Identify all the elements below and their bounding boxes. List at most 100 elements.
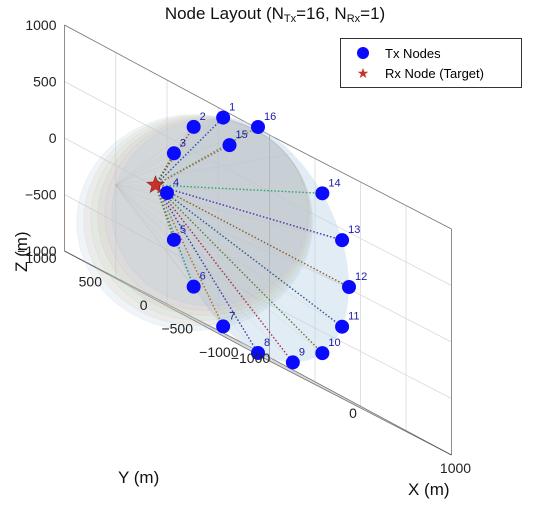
tx-node-label: 2	[200, 111, 206, 123]
tx-node-label: 8	[264, 337, 270, 349]
mesh-line	[115, 184, 195, 287]
x-tick-label: 0	[349, 405, 357, 421]
link-line	[155, 126, 259, 186]
mesh-line	[115, 153, 293, 186]
tx-marker-icon	[357, 47, 369, 59]
tx-node-label: 14	[328, 177, 340, 189]
tx-node-label: 16	[264, 111, 276, 123]
tx-node	[186, 119, 201, 134]
ellipsoid-surface	[104, 118, 310, 311]
tx-node	[251, 120, 265, 134]
ellipsoid-surface	[83, 115, 313, 326]
axes-edge	[64, 250, 247, 346]
tx-node-label: 12	[355, 271, 367, 283]
tx-node	[216, 110, 231, 125]
y-axis-label: Y (m)	[118, 468, 160, 487]
mesh-line	[115, 184, 175, 241]
link-line	[155, 184, 343, 328]
tx-node	[342, 280, 356, 294]
z-tick-label: −500	[25, 187, 57, 203]
legend-rx-entry: ★ Rx Node (Target)	[341, 63, 484, 83]
legend: Tx Nodes ★ Rx Node (Target)	[340, 38, 522, 88]
grid-line	[200, 321, 407, 432]
y-tick-label: −1000	[199, 344, 239, 360]
mesh-line	[115, 184, 343, 241]
mesh-line	[115, 126, 194, 186]
x-tick-label: −1000	[231, 350, 271, 366]
tx-node-label: 7	[229, 310, 235, 322]
z-tick-label: 1000	[25, 17, 56, 33]
mesh-line	[115, 184, 323, 354]
link-line	[154, 184, 175, 241]
tx-node	[315, 346, 330, 361]
mesh-line	[115, 184, 294, 363]
grid-line	[269, 247, 452, 343]
ellipsoid-surface	[97, 117, 311, 316]
tx-node-label: 15	[236, 129, 248, 141]
link-lines	[154, 117, 350, 363]
mesh-line	[115, 184, 323, 194]
tx-node	[335, 233, 350, 248]
axes-edge	[64, 250, 270, 362]
axes-edge	[64, 24, 270, 136]
tx-node	[251, 346, 265, 360]
ellipsoid-surface	[111, 119, 309, 306]
tx-node	[335, 319, 350, 334]
tx-node-label: 13	[348, 224, 360, 236]
axes-edge	[246, 344, 452, 456]
mesh-line	[115, 184, 350, 288]
tx-node	[166, 232, 181, 247]
link-line	[155, 184, 343, 241]
grid-line	[64, 194, 270, 305]
z-tick-label: 500	[33, 74, 57, 90]
tx-node-label: 1	[229, 102, 235, 114]
mesh-line	[115, 126, 259, 186]
grid-line	[269, 304, 452, 399]
chart-title: Node Layout (NTx=16, NRx=1)	[164, 4, 386, 25]
tx-node-label: 5	[180, 224, 186, 236]
z-tick-label: −1000	[17, 243, 57, 259]
ring-disc	[167, 117, 349, 363]
tx-node	[222, 138, 237, 153]
z-tick-label: 0	[49, 130, 57, 146]
z-axis-label: Z (m)	[12, 231, 31, 272]
tx-node	[166, 146, 181, 161]
x-axis-label: X (m)	[408, 480, 450, 499]
tx-node	[285, 355, 300, 370]
tx-node-label: 11	[348, 311, 359, 323]
link-line	[154, 152, 175, 186]
link-line	[154, 184, 224, 327]
y-tick-label: −500	[161, 321, 193, 337]
mesh-line	[115, 184, 259, 354]
rx-node-star	[146, 175, 165, 193]
tx-node-label: 10	[328, 337, 340, 349]
y-tick-label: 500	[79, 274, 103, 290]
tx-node	[160, 186, 174, 200]
legend-tx-label: Tx Nodes	[385, 45, 441, 61]
y-tick-label: 1000	[25, 250, 56, 266]
tx-node	[216, 319, 231, 334]
ellipsoid-surfaces	[76, 114, 350, 363]
tx-node-label: 3	[180, 137, 186, 149]
link-line	[155, 184, 350, 288]
rx-star-icon: ★	[356, 65, 370, 81]
axes-edge	[269, 360, 452, 456]
x-tick-label: 1000	[440, 460, 471, 476]
link-line	[154, 184, 195, 287]
mesh-line	[115, 184, 343, 328]
link-line	[155, 184, 323, 354]
tx-node-label: 6	[200, 271, 206, 283]
tx-node	[315, 186, 330, 201]
mesh-line	[115, 184, 224, 327]
axes-edge	[269, 134, 452, 230]
mesh-line	[115, 152, 175, 186]
link-line	[154, 184, 259, 354]
tx-node-label: 4	[173, 177, 179, 189]
y-tick-label: 0	[140, 297, 148, 313]
ellipsoid-surface	[76, 114, 314, 331]
legend-tx-entry: Tx Nodes	[341, 43, 441, 63]
tx-node	[186, 279, 201, 294]
legend-rx-label: Rx Node (Target)	[385, 65, 484, 81]
